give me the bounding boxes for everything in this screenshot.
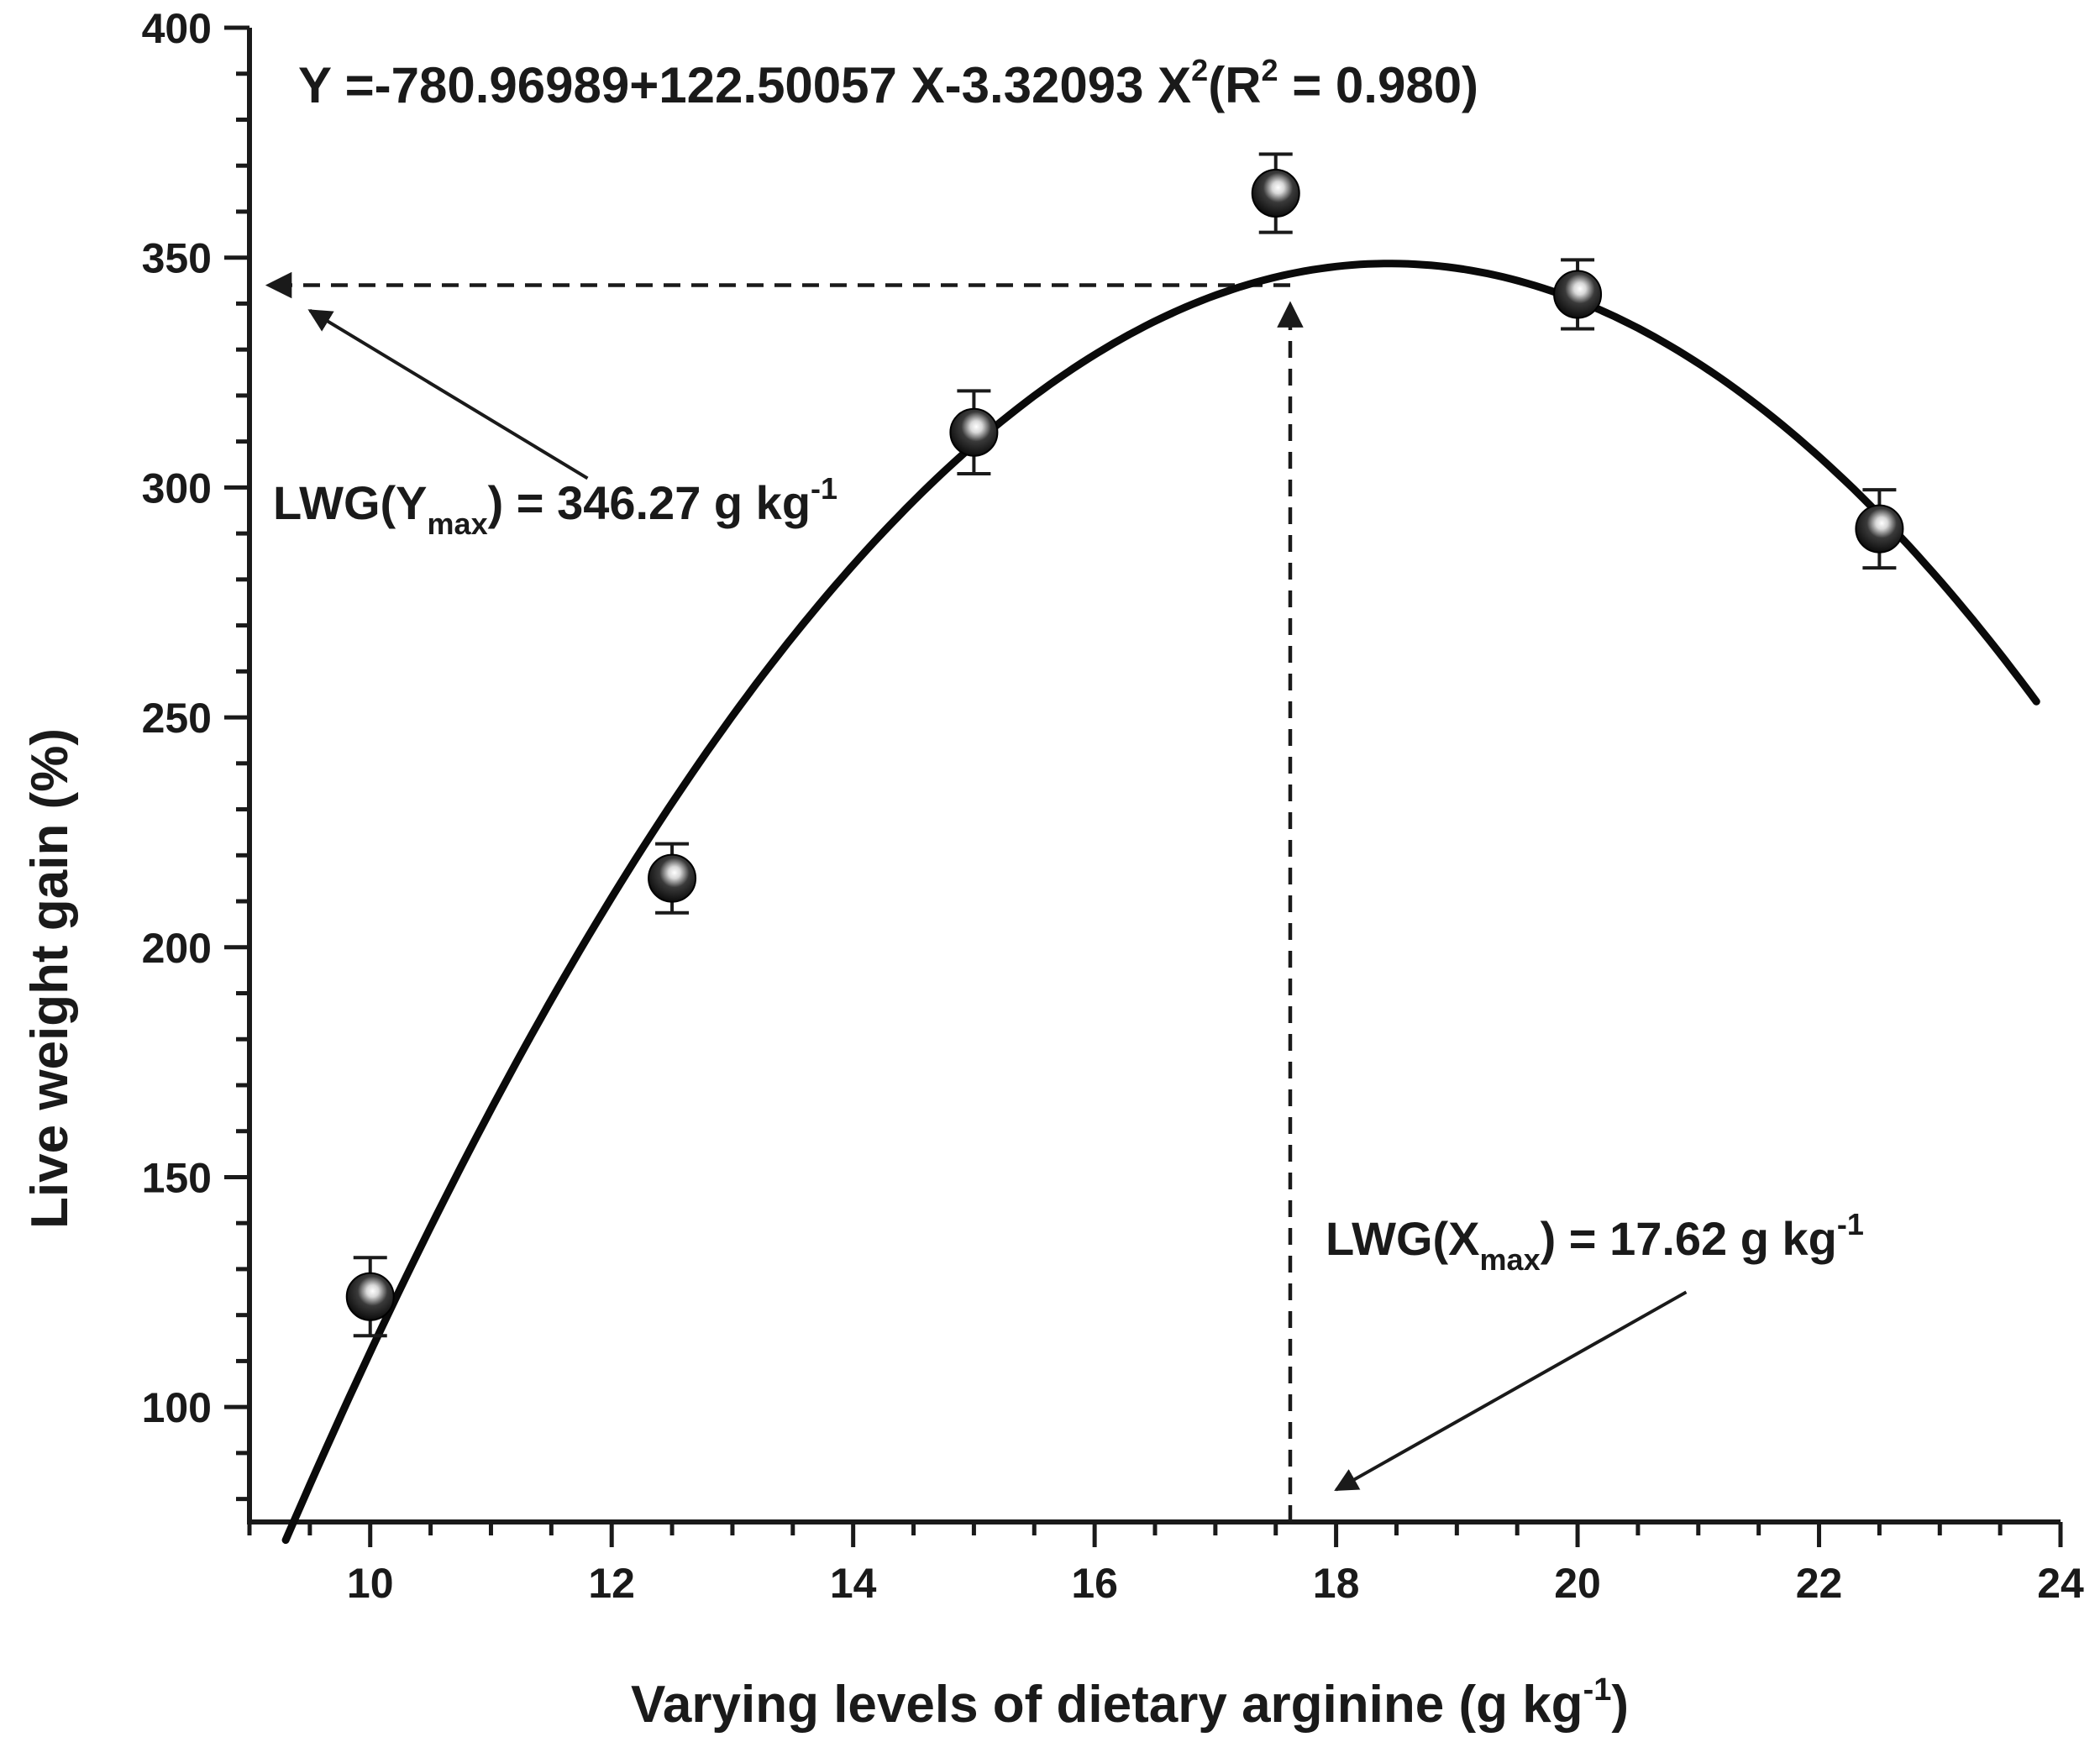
annotation-ymax-post: ) = 346.27 g kg (488, 476, 811, 529)
annotation-xmax-sub: max (1480, 1242, 1541, 1277)
x-tick-label: 14 (830, 1560, 877, 1607)
annotation-xmax: LWG(Xmax) = 17.62 g kg-1 (1326, 1207, 1864, 1277)
fit-equation: Y =-780.96989+122.50057 X-3.32093 X2(R2 … (298, 53, 1478, 113)
annotation-xmax-sup: -1 (1837, 1207, 1864, 1241)
y-tick-label: 250 (142, 695, 212, 742)
fit-curve-layer (281, 260, 2040, 1545)
x-axis-title-close: ) (1611, 1676, 1629, 1734)
y-tick-label: 200 (142, 925, 212, 972)
data-marker (949, 407, 999, 457)
data-points (345, 152, 1904, 1338)
data-marker (345, 1272, 395, 1321)
x-axis-ticks: 10 12 14 16 18 20 22 24 (247, 1522, 2084, 1607)
x-tick-label: 10 (347, 1560, 394, 1607)
x-tick-label: 24 (2037, 1560, 2084, 1607)
y-tick-label: 100 (142, 1384, 212, 1431)
y-tick-label: 300 (142, 464, 212, 512)
optimum-guide-lines (265, 271, 1304, 1522)
data-marker (648, 853, 697, 903)
y-tick-label: 400 (142, 5, 212, 52)
data-marker (1855, 504, 1904, 554)
x-tick-label: 16 (1071, 1560, 1118, 1607)
data-point (949, 389, 999, 475)
annotation-ymax-pre: LWG(Y (273, 476, 428, 529)
x-tick-label: 12 (588, 1560, 635, 1607)
annotation-ymax-sup: -1 (811, 471, 837, 506)
y-tick-label: 150 (142, 1154, 212, 1201)
x-axis-title-sup: -1 (1583, 1672, 1612, 1708)
data-point (345, 1256, 395, 1338)
data-marker (1251, 169, 1300, 218)
y-axis-ticks: 100 150 200 250 300 350 400 (142, 5, 249, 1502)
annotation-xmax-pre: LWG(X (1326, 1212, 1480, 1265)
axes (247, 28, 2061, 1524)
annotation-ymax: LWG(Ymax) = 346.27 g kg-1 (273, 471, 837, 541)
equation-lead: Y =-780.96989+122.50057 X-3.32093 X (298, 57, 1191, 113)
y-tick-label: 350 (142, 235, 212, 282)
annotation-arrows (307, 308, 1688, 1492)
y-axis-title: Live weight gain (%) (21, 728, 79, 1229)
data-point (1855, 488, 1904, 570)
data-point (1553, 258, 1603, 331)
ymax-annotation-arrow (307, 308, 589, 480)
equation-r-exp: 2 (1262, 53, 1278, 87)
xmax-annotation-arrow (1334, 1290, 1688, 1492)
fit-curve (281, 260, 2040, 1545)
data-marker (1553, 270, 1603, 319)
data-point (1251, 152, 1300, 234)
equation-r-open: (R (1208, 57, 1261, 113)
x-tick-label: 20 (1554, 1560, 1601, 1607)
x-axis-title-text: Varying levels of dietary arginine (g kg (631, 1676, 1583, 1734)
x-tick-label: 18 (1313, 1560, 1360, 1607)
annotation-xmax-post: ) = 17.62 g kg (1541, 1212, 1837, 1265)
x-tick-label: 22 (1796, 1560, 1843, 1607)
equation-exp: 2 (1191, 53, 1208, 87)
x-axis-title: Varying levels of dietary arginine (g kg… (631, 1672, 1629, 1734)
data-point (648, 842, 697, 915)
equation-r-close: = 0.980) (1278, 57, 1479, 113)
annotation-ymax-sub: max (428, 506, 488, 541)
